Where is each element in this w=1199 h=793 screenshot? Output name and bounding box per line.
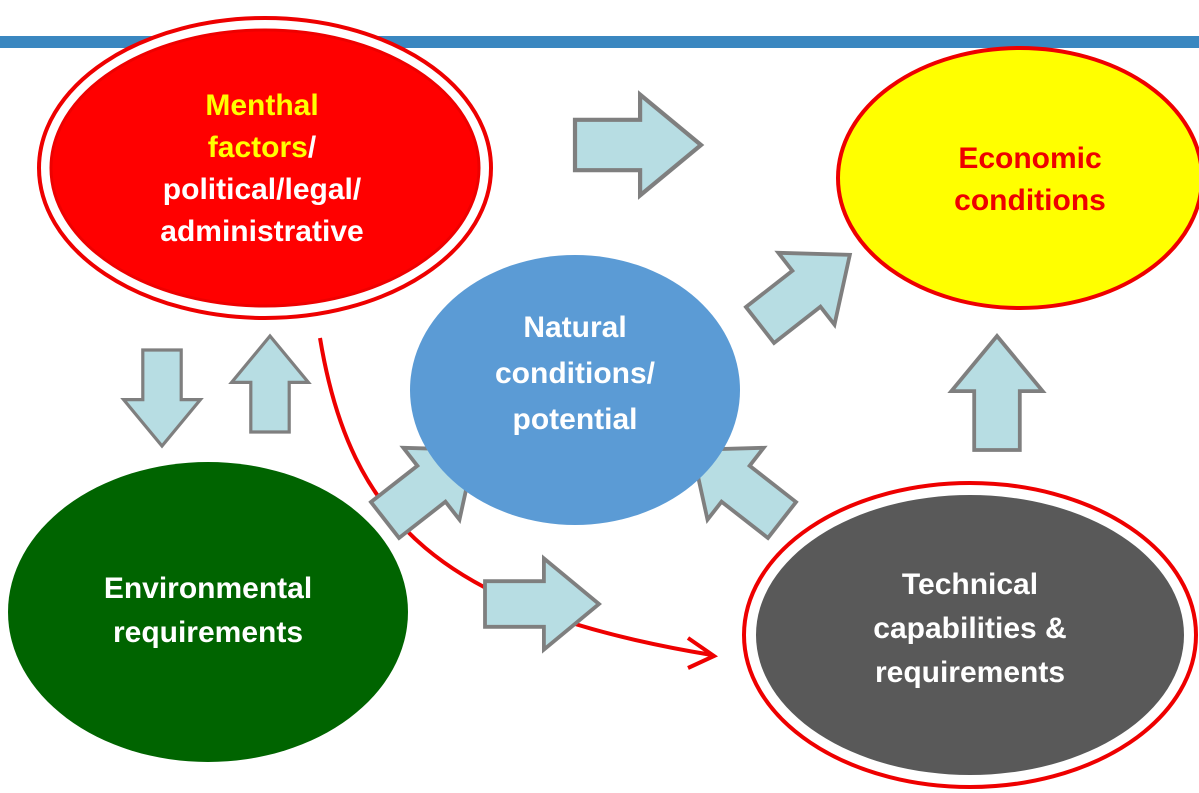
node-label: administrative: [160, 215, 363, 248]
arrow: [483, 556, 601, 652]
node: [49, 28, 481, 308]
node-label: requirements: [113, 616, 303, 649]
node-label: Menthal: [205, 89, 318, 122]
node: [410, 255, 740, 525]
node-label: requirements: [875, 656, 1065, 689]
node-label: Environmental: [104, 572, 312, 605]
node-label: conditions/: [495, 357, 656, 390]
arrow: [230, 334, 310, 434]
node-label: Natural: [523, 311, 626, 344]
arrow: [575, 95, 701, 196]
node-label: potential: [513, 403, 638, 436]
node: [8, 462, 408, 762]
arrow: [730, 216, 880, 363]
node-label: /: [308, 131, 317, 164]
node-label: Technical: [902, 568, 1038, 601]
node-label: political/legal/: [163, 173, 362, 206]
node-label: Economic: [958, 142, 1101, 175]
node-label: factors: [208, 131, 308, 164]
node: [836, 46, 1199, 310]
arrow: [121, 348, 202, 448]
node-label: capabilities &: [873, 612, 1066, 645]
node: [756, 495, 1184, 775]
connector-head: [686, 636, 719, 670]
node-label: factors/: [208, 131, 317, 164]
connector-curve: [318, 337, 713, 657]
arrow: [949, 334, 1045, 452]
node-label: conditions: [954, 184, 1106, 217]
